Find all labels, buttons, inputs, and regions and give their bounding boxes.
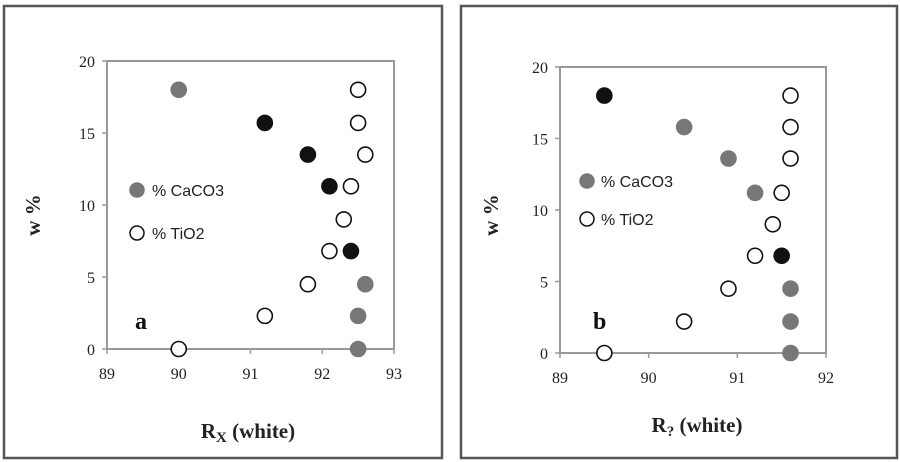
y-tick-label: 20 <box>79 54 95 71</box>
x-tick-label: 92 <box>818 370 834 387</box>
tio2-point <box>356 146 374 163</box>
tio2-point <box>782 87 799 104</box>
panel-a-plot-area <box>106 60 395 350</box>
panel-a-x-axis-label-sub: X <box>216 430 227 446</box>
panel-a-x-ticks: 89 90 91 92 93 <box>99 349 402 383</box>
panel-b-legend: % CaCO3 % TiO2 <box>579 173 673 229</box>
panel-a-x-axis-label: RX (white) <box>201 419 295 446</box>
tio2-point <box>782 118 799 136</box>
x-tick-label: 89 <box>99 366 115 383</box>
x-tick-label: 92 <box>314 366 330 383</box>
x-tick-label: 93 <box>386 366 402 383</box>
panel-b-points <box>596 87 799 362</box>
caco3-point <box>782 313 799 330</box>
tio2-point <box>596 344 613 362</box>
panel-b-x-axis-label-main: R <box>652 413 668 437</box>
legend-caco3-label: % CaCO3 <box>601 174 673 191</box>
panel-b-x-axis-label-sub: ? <box>667 424 675 440</box>
tio2-point <box>773 184 790 202</box>
caco3-point <box>746 184 764 202</box>
caco3-point <box>256 114 274 132</box>
y-tick-label: 0 <box>540 346 548 363</box>
y-tick-label: 15 <box>79 126 95 143</box>
caco3-point <box>170 81 188 99</box>
panel-b-label: b <box>593 309 606 335</box>
tio2-point <box>170 340 188 358</box>
tio2-point <box>256 307 274 325</box>
panel-a-frame <box>2 4 444 460</box>
tio2-point <box>720 280 737 297</box>
panel-b-x-axis-label: R? (white) <box>652 413 743 440</box>
y-tick-label: 15 <box>532 132 548 149</box>
tio2-point <box>342 177 360 195</box>
x-tick-label: 89 <box>552 370 568 387</box>
caco3-point <box>782 280 799 297</box>
x-tick-label: 90 <box>641 370 657 387</box>
y-tick-label: 5 <box>87 270 95 287</box>
tio2-point <box>782 150 799 167</box>
legend-tio2-label: % TiO2 <box>152 226 205 243</box>
legend-tio2-label: % TiO2 <box>601 212 654 229</box>
y-tick-label: 20 <box>532 60 548 77</box>
panel-a-x-axis-label-main: R <box>201 419 217 443</box>
panel-b: 0 5 10 15 20 89 90 91 92 w % R? (white) % CaCO3… <box>459 4 899 460</box>
legend-tio2-marker <box>579 211 595 227</box>
legend-caco3-label: % CaCO3 <box>152 183 224 200</box>
y-tick-label: 0 <box>87 342 95 359</box>
tio2-point <box>349 114 367 132</box>
caco3-point <box>321 177 338 195</box>
panel-a-x-axis-label-rest: (white) <box>227 419 295 443</box>
panel-b-x-ticks: 89 90 91 92 <box>552 353 834 387</box>
caco3-point <box>349 340 367 358</box>
caco3-point <box>299 146 317 163</box>
tio2-point <box>299 275 317 293</box>
caco3-point <box>596 87 613 104</box>
panel-a-y-axis-label: w % <box>21 194 45 235</box>
tio2-point <box>349 81 367 99</box>
panel-a: 0 5 10 15 20 89 90 91 92 93 w % RX (white) % CaC… <box>2 4 444 460</box>
tio2-point <box>675 313 693 330</box>
x-tick-label: 91 <box>243 366 259 383</box>
panel-b-x-axis-label-rest: (white) <box>674 413 742 437</box>
caco3-point <box>675 118 693 136</box>
panel-b-frame <box>459 4 899 460</box>
caco3-point <box>349 307 367 325</box>
y-tick-label: 10 <box>79 198 95 215</box>
tio2-point <box>764 216 782 233</box>
caco3-point <box>342 242 360 260</box>
tio2-point <box>335 211 353 228</box>
panel-a-label: a <box>135 309 147 335</box>
y-tick-label: 5 <box>540 275 548 292</box>
caco3-point <box>356 275 374 293</box>
caco3-point <box>782 344 799 362</box>
panel-a-legend: % CaCO3 % TiO2 <box>129 182 224 243</box>
y-tick-label: 10 <box>532 203 548 220</box>
tio2-point <box>746 247 764 265</box>
panel-b-y-axis-label: w % <box>479 194 503 235</box>
legend-tio2-marker <box>129 225 145 241</box>
panel-a-y-ticks: 0 5 10 15 20 <box>79 54 107 359</box>
caco3-point <box>773 247 790 265</box>
legend-caco3-marker <box>579 173 595 189</box>
caco3-point <box>720 150 737 167</box>
x-tick-label: 91 <box>729 370 745 387</box>
tio2-point <box>321 242 338 260</box>
panel-a-points <box>170 81 374 358</box>
legend-caco3-marker <box>129 182 145 198</box>
panel-b-y-ticks: 0 5 10 15 20 <box>532 60 560 363</box>
x-tick-label: 90 <box>171 366 187 383</box>
